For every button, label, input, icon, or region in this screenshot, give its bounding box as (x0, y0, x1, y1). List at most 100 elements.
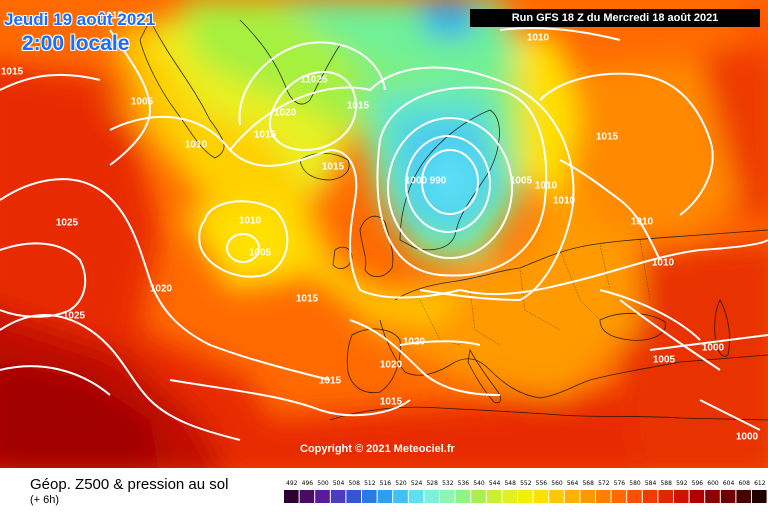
scale-tick-label: 600 (707, 480, 719, 487)
isobar-label: 1000 (736, 432, 759, 443)
scale-swatch (580, 490, 595, 503)
z500-color-field (0, 0, 768, 468)
scale-swatch (362, 490, 377, 503)
scale-swatch (284, 490, 299, 503)
isobar-label: 1020 (274, 108, 297, 119)
isobar-label: 1015 (296, 294, 319, 305)
isobar-label: 1015 (322, 162, 345, 173)
legend-bar: 492 496 500 504 508 512 516 520 524 528 532 536 540 5… (0, 468, 768, 512)
isobar-label: 1005 (510, 176, 533, 187)
scale-swatch (502, 490, 517, 503)
country-borders (419, 239, 651, 346)
scale-swatch (596, 490, 611, 503)
isobar-label: 1005 (653, 355, 676, 366)
scale-tick-label: 568 (582, 480, 594, 487)
scale-tick-label: 564 (567, 480, 579, 487)
scale-swatch (408, 490, 424, 503)
isobar-label: 1000 (702, 343, 725, 354)
scale-swatch (627, 490, 642, 503)
scale-tick-label: 540 (473, 480, 485, 487)
scale-swatches (284, 490, 767, 503)
forecast-time: 2:00 locale (22, 32, 130, 55)
scale-tick-label: 528 (426, 480, 438, 487)
isobar-label: 1015 (380, 397, 403, 408)
isobar-label: 1010 (185, 140, 208, 151)
scale-tick-label: 588 (660, 480, 672, 487)
scale-swatch (720, 490, 736, 503)
scale-tick-label: 512 (364, 480, 376, 487)
isobar-label: 1025 (56, 218, 79, 229)
scale-swatch (377, 490, 393, 503)
scale-tick-label: 504 (333, 480, 345, 487)
scale-tick-label: 596 (692, 480, 704, 487)
scale-tick-label: 612 (754, 480, 766, 487)
color-scale: 492 496 500 504 508 512 516 520 524 528 532 536 540 5… (284, 480, 767, 503)
scale-tick-label: 560 (551, 480, 563, 487)
isobar-label: 1010 (553, 196, 576, 207)
legend-title: Géop. Z500 & pression au sol (30, 476, 229, 493)
isobar-label: 1020 (403, 337, 426, 348)
isobar-label: 1020 (380, 360, 403, 371)
scale-swatch (393, 490, 408, 503)
isobar-label: 1015 (596, 132, 619, 143)
scale-swatch (455, 490, 471, 503)
scale-swatch (330, 490, 346, 503)
scale-tick-labels: 492 496 500 504 508 512 516 520 524 528 532 536 540 5… (286, 480, 766, 487)
scale-tick-label: 536 (458, 480, 470, 487)
isobars (0, 27, 768, 441)
scale-tick-label: 524 (411, 480, 423, 487)
scale-swatch (564, 490, 580, 503)
scale-tick-label: 552 (520, 480, 532, 487)
isobar-label: 1010 (535, 181, 558, 192)
geopotential-map: 1015 1010 1015 11025 1005 1015 1020 1015 1015 101… (0, 0, 768, 468)
isobar-label: 1000 (405, 176, 428, 187)
isobar-label: 1015 (319, 376, 342, 387)
isobar-label: 1005 (249, 248, 272, 259)
forecast-date: Jeudi 19 août 2021 (4, 10, 156, 29)
scale-tick-label: 576 (614, 480, 626, 487)
scale-swatch (705, 490, 720, 503)
isobar-label: 1005 (131, 97, 154, 108)
scale-tick-label: 500 (317, 480, 329, 487)
scale-swatch (642, 490, 658, 503)
scale-swatch (299, 490, 315, 503)
scale-swatch (689, 490, 705, 503)
scale-tick-label: 584 (645, 480, 657, 487)
scale-swatch (440, 490, 455, 503)
isobar-label: 990 (430, 176, 447, 187)
scale-tick-label: 572 (598, 480, 610, 487)
scale-swatch (424, 490, 439, 503)
scale-tick-label: 520 (395, 480, 407, 487)
scale-swatch (674, 490, 689, 503)
scale-tick-label: 548 (504, 480, 516, 487)
scale-tick-label: 532 (442, 480, 454, 487)
isobar-label: 1010 (631, 217, 654, 228)
isobar-label: 1015 (1, 67, 24, 78)
copyright-text: Copyright © 2021 Meteociel.fr (300, 443, 455, 455)
scale-swatch (486, 490, 502, 503)
isobar-label: 11025 (300, 75, 328, 86)
isobar-label: 1010 (239, 216, 262, 227)
scale-swatch (533, 490, 549, 503)
isobar-label: 1010 (652, 258, 675, 269)
scale-tick-label: 556 (536, 480, 548, 487)
isobar-label: 1015 (347, 101, 370, 112)
scale-tick-label: 516 (380, 480, 392, 487)
scale-tick-label: 508 (348, 480, 360, 487)
scale-tick-label: 608 (738, 480, 750, 487)
scale-tick-label: 544 (489, 480, 501, 487)
scale-swatch (611, 490, 627, 503)
isobar-label: 1020 (150, 284, 173, 295)
scale-swatch (736, 490, 751, 503)
scale-tick-label: 580 (629, 480, 641, 487)
isobar-label: 1025 (63, 311, 86, 322)
scale-tick-label: 496 (302, 480, 314, 487)
scale-tick-label: 592 (676, 480, 688, 487)
scale-swatch (752, 490, 767, 503)
scale-swatch (315, 490, 330, 503)
isobar-label: 1015 (254, 130, 277, 141)
scale-tick-label: 604 (723, 480, 735, 487)
legend-subtitle: (+ 6h) (30, 494, 60, 506)
scale-swatch (518, 490, 533, 503)
